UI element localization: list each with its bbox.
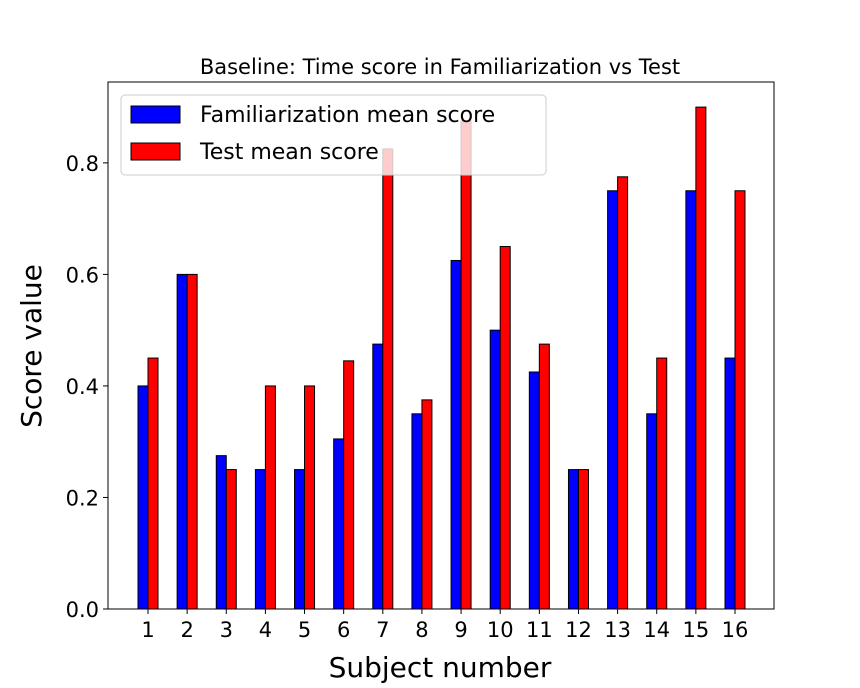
bar-familiarization-15 — [685, 190, 697, 610]
legend: Familiarization mean score Test mean scor… — [120, 94, 547, 176]
x-tick-label-11: 11 — [526, 618, 553, 642]
x-tick-label-5: 5 — [298, 618, 311, 642]
bar-test-6 — [343, 360, 355, 610]
legend-box — [120, 94, 547, 176]
y-tick-label-0.0: 0.0 — [66, 598, 99, 622]
plot-frame — [107, 81, 775, 610]
bar-familiarization-11 — [528, 371, 540, 610]
bar-familiarization-3 — [215, 455, 227, 610]
bar-familiarization-5 — [294, 469, 306, 610]
bar-familiarization-12 — [567, 469, 579, 610]
y-tick-label-0.4: 0.4 — [66, 375, 99, 399]
x-tick-label-4: 4 — [259, 618, 272, 642]
y-tick-label-0.2: 0.2 — [66, 486, 99, 510]
bar-familiarization-8 — [411, 413, 423, 610]
bar-test-16 — [734, 190, 746, 610]
bar-familiarization-6 — [333, 438, 345, 610]
legend-swatch-test — [130, 142, 181, 161]
bar-test-14 — [656, 357, 668, 610]
bar-familiarization-16 — [724, 357, 736, 610]
x-tick-label-8: 8 — [415, 618, 428, 642]
bar-familiarization-4 — [254, 469, 266, 610]
x-tick-label-15: 15 — [682, 618, 709, 642]
legend-swatch-familiarization — [130, 105, 181, 124]
x-axis-label: Subject number — [329, 651, 552, 684]
bar-test-1 — [147, 357, 159, 610]
bar-familiarization-1 — [137, 385, 149, 610]
x-tick-label-16: 16 — [722, 618, 749, 642]
x-tick-label-13: 13 — [604, 618, 631, 642]
bar-test-10 — [499, 246, 511, 610]
bar-test-9 — [460, 120, 472, 610]
bar-familiarization-13 — [607, 190, 619, 610]
y-tick-label-0.6: 0.6 — [66, 263, 99, 287]
bar-test-3 — [225, 469, 237, 610]
bar-familiarization-2 — [176, 273, 188, 610]
bar-test-13 — [617, 176, 629, 610]
legend-label-familiarization: Familiarization mean score — [200, 103, 495, 128]
x-tick-label-1: 1 — [141, 618, 154, 642]
legend-label-test: Test mean score — [199, 140, 379, 165]
bar-familiarization-9 — [450, 259, 462, 610]
chart-title: Baseline: Time score in Familiarization … — [200, 55, 680, 79]
bar-test-12 — [577, 469, 589, 610]
x-tick-label-12: 12 — [565, 618, 592, 642]
x-tick-label-10: 10 — [487, 618, 514, 642]
bar-familiarization-10 — [489, 329, 501, 610]
plot-area: 1 2 3 4 5 6 7 8 9 10 11 12 13 14 15 160.00.20.40.60.8 — [66, 81, 775, 642]
bar-test-8 — [421, 399, 433, 610]
bar-test-7 — [382, 148, 394, 610]
y-tick-label-0.8: 0.8 — [66, 152, 99, 176]
x-tick-label-3: 3 — [220, 618, 233, 642]
x-tick-label-7: 7 — [376, 618, 389, 642]
bar-test-15 — [695, 106, 707, 610]
bar-familiarization-14 — [646, 413, 658, 610]
bar-test-11 — [538, 343, 550, 610]
x-tick-label-14: 14 — [643, 618, 670, 642]
bar-test-4 — [264, 385, 276, 610]
x-tick-label-6: 6 — [337, 618, 350, 642]
bar-familiarization-7 — [372, 343, 384, 610]
bar-test-2 — [186, 273, 198, 610]
bar-test-5 — [304, 385, 316, 610]
x-tick-label-2: 2 — [180, 618, 193, 642]
y-axis-label: Score value — [15, 264, 48, 428]
x-tick-label-9: 9 — [454, 618, 467, 642]
